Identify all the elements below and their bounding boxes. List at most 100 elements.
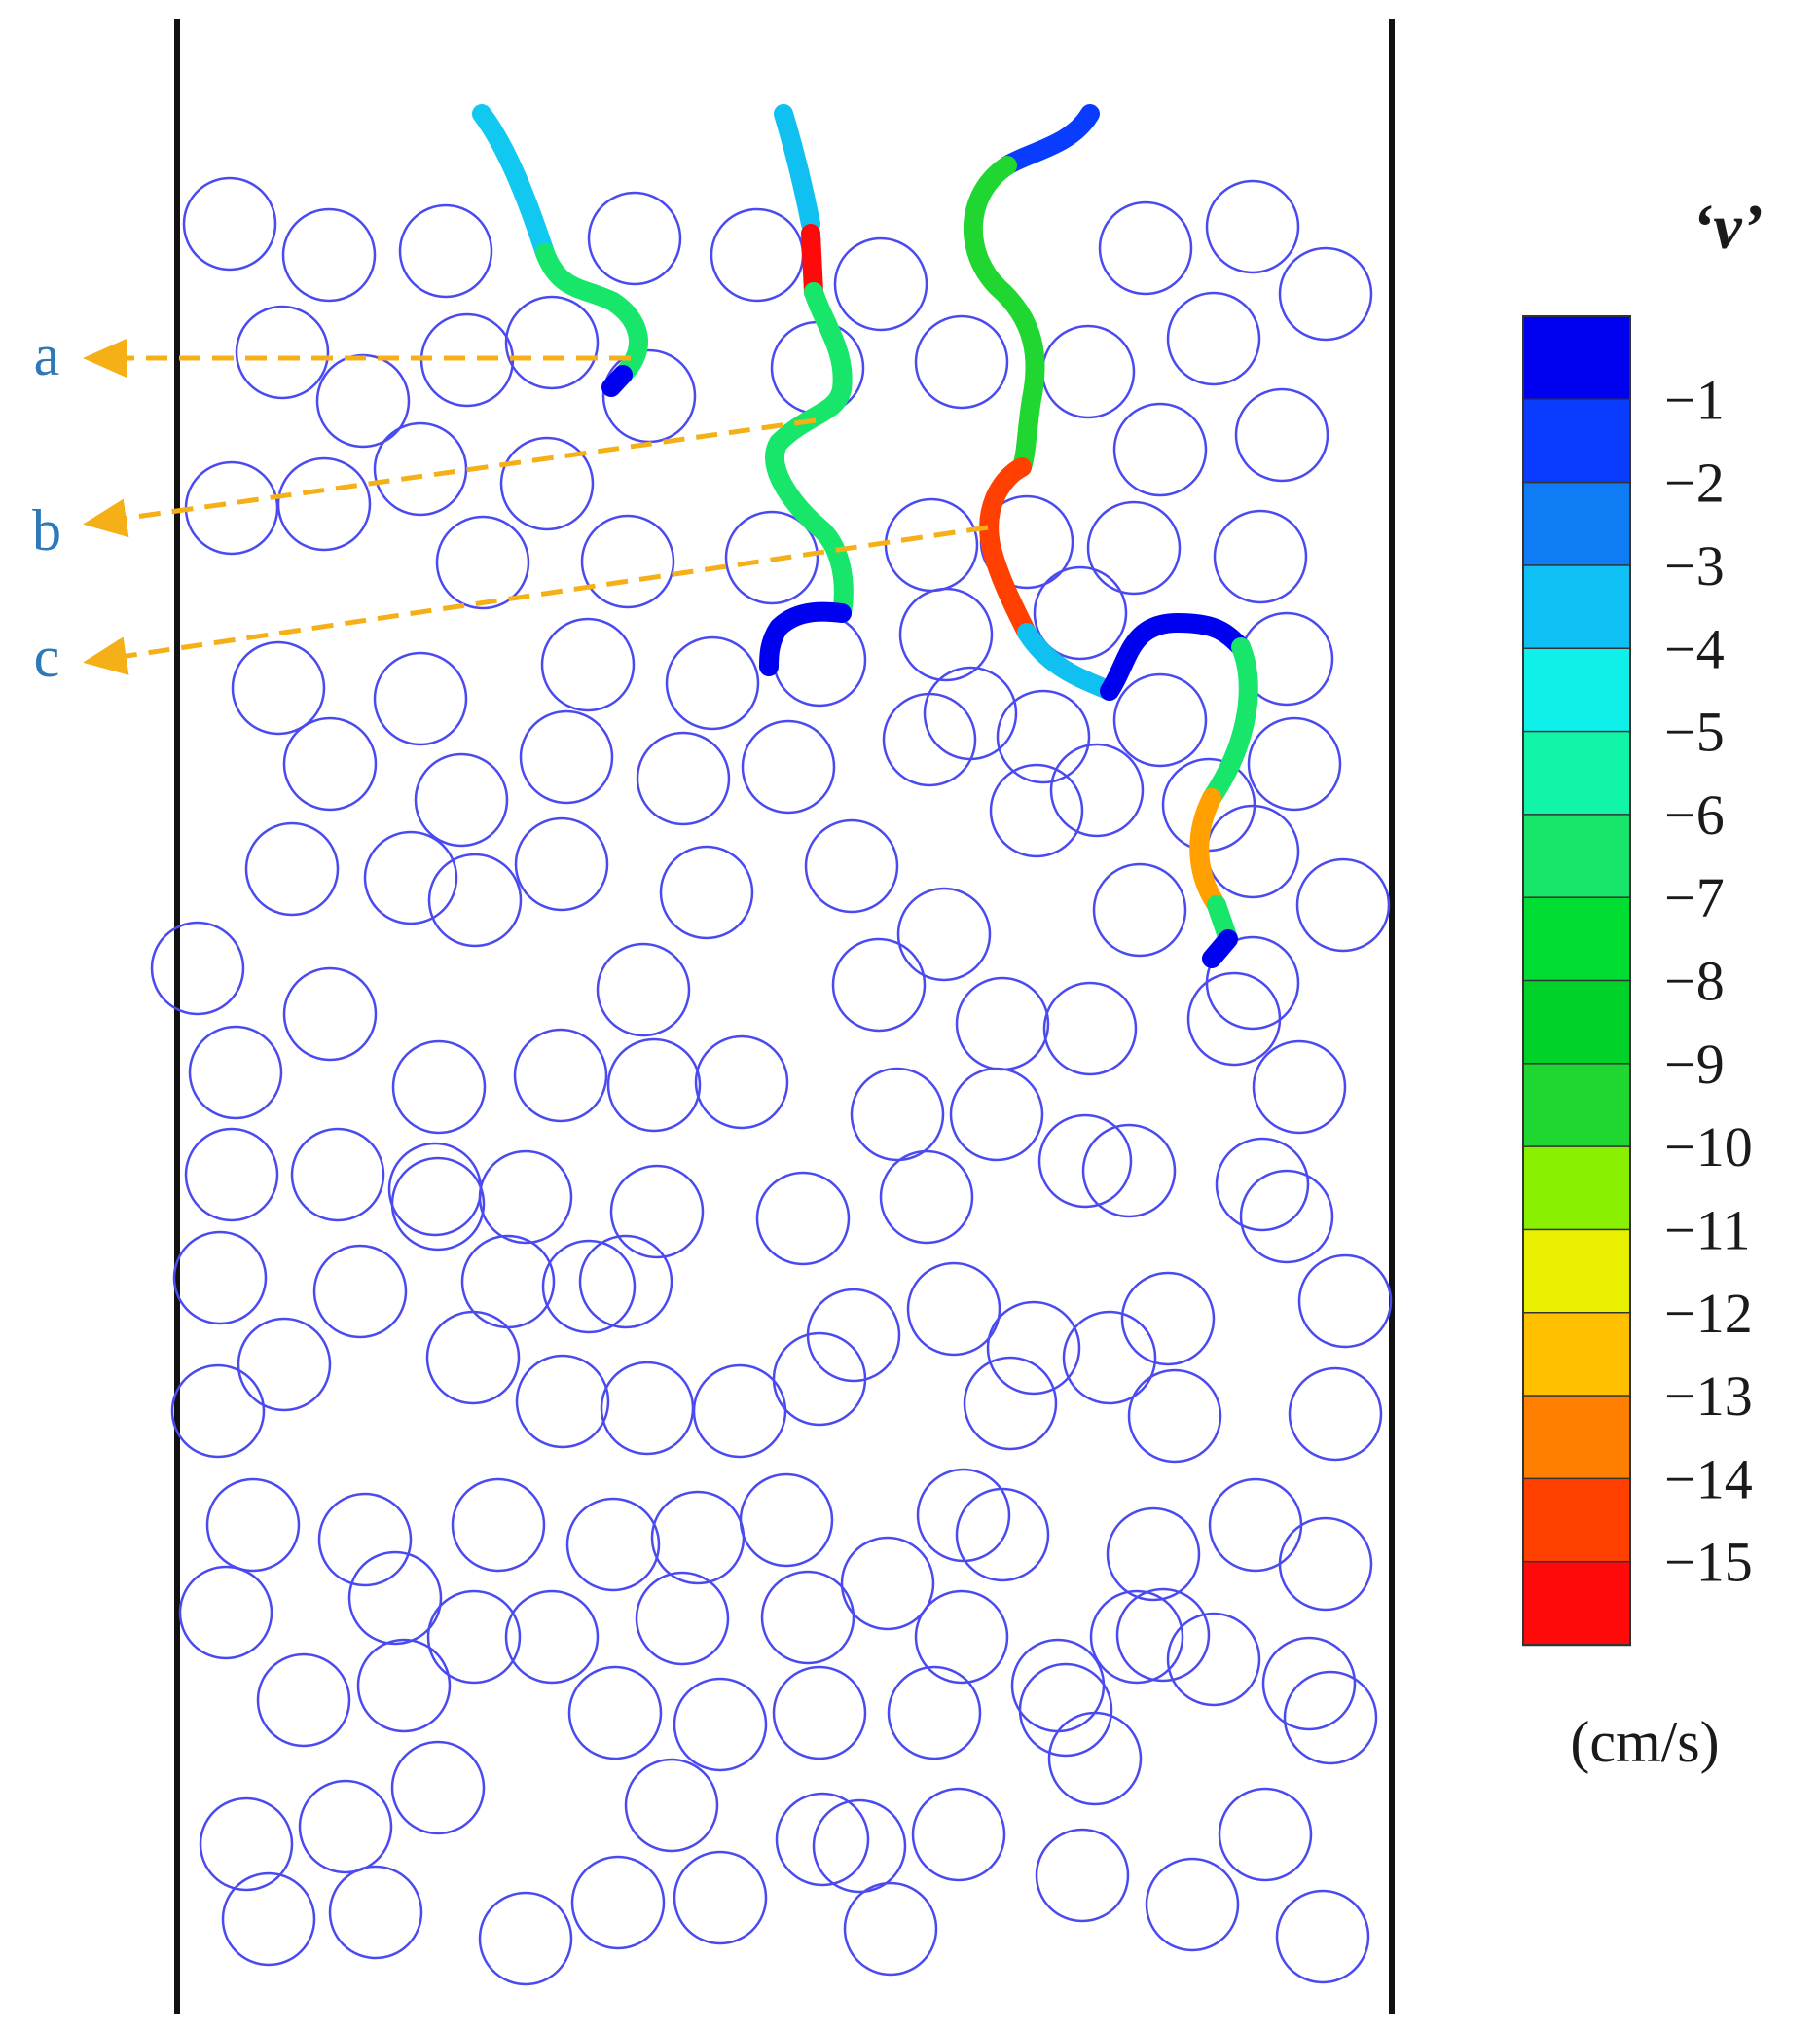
colorbar-tick-label: −10: [1664, 1115, 1753, 1179]
particle-circle: [460, 1234, 556, 1329]
trajectory-1-end: [601, 365, 633, 397]
colorbar-outline: [1522, 315, 1631, 1646]
particle-circle: [1213, 509, 1308, 604]
colorbar-band: [1522, 564, 1631, 650]
particle-circle: [772, 1331, 867, 1427]
arrow-b: [83, 417, 817, 538]
particle-circle: [755, 1171, 851, 1266]
particle-circle: [499, 436, 595, 531]
colorbar-title: ‘v’: [1692, 192, 1763, 263]
particle-circle: [775, 1792, 870, 1887]
particle-circle: [1205, 935, 1300, 1031]
particle-circle: [1239, 1169, 1334, 1264]
particle-circle: [276, 456, 372, 552]
colorbar-band: [1522, 896, 1631, 982]
particle-circle: [772, 1665, 867, 1760]
particle-circle: [636, 731, 731, 826]
arrow-c: [83, 525, 989, 675]
particle-circle: [1081, 1123, 1177, 1218]
particle-circle: [1218, 1787, 1313, 1882]
trajectory-3-green: [1202, 637, 1258, 808]
particle-circle: [1086, 500, 1182, 596]
colorbar-tick-label: −7: [1664, 866, 1725, 929]
trajectory-2-top: [774, 104, 820, 234]
particle-circle: [1098, 200, 1193, 296]
particle-circle: [1092, 862, 1187, 958]
label-a: a: [34, 323, 60, 387]
particle-circle: [373, 421, 468, 517]
droplet-trajectories: [472, 104, 1258, 968]
particle-circle: [659, 845, 754, 940]
particle-circle: [887, 1665, 982, 1760]
particle-circles: [150, 176, 1393, 1986]
particle-circle: [1297, 1253, 1393, 1349]
colorbar-tick-label: −4: [1664, 617, 1725, 680]
particle-circle: [478, 1891, 573, 1986]
particle-circle: [1112, 402, 1208, 497]
colorbar-band: [1522, 481, 1631, 567]
particle-circle: [1208, 1477, 1303, 1573]
particle-circle: [1234, 387, 1329, 483]
particle-circle: [513, 1028, 608, 1123]
particle-circle: [231, 640, 326, 736]
trajectory-2-mid: [765, 282, 854, 623]
particle-circle: [541, 1239, 637, 1334]
particle-circle: [184, 1127, 279, 1222]
colorbar-tick-label: −3: [1664, 534, 1725, 598]
particle-circle: [1278, 246, 1373, 342]
particle-circle: [665, 635, 760, 731]
particle-circle: [831, 937, 927, 1033]
colorbar-tick-label: −8: [1664, 950, 1725, 1013]
particle-circle: [600, 1361, 695, 1456]
colorbar-band: [1522, 814, 1631, 899]
particle-circle: [363, 830, 458, 925]
particle-circle: [850, 1067, 945, 1162]
particle-circle: [282, 966, 378, 1062]
particle-circle: [390, 1740, 486, 1835]
particle-circle: [996, 689, 1091, 784]
particle-circle: [1089, 1589, 1184, 1685]
particle-circle: [256, 1652, 351, 1748]
trajectory-1-lower: [535, 243, 648, 384]
colorbar-band: [1522, 1145, 1631, 1231]
particle-circle: [673, 1850, 768, 1945]
colorbar-tick-label: −15: [1664, 1531, 1753, 1594]
particle-circle: [1040, 324, 1136, 419]
particle-circle: [1145, 1857, 1240, 1952]
particle-circle: [1186, 971, 1282, 1067]
colorbar-band: [1522, 979, 1631, 1066]
particle-circle: [188, 1025, 283, 1120]
particle-circle: [580, 514, 675, 609]
particle-circle: [237, 1317, 332, 1412]
particle-circle: [963, 1356, 1058, 1451]
particle-circle: [427, 853, 523, 948]
particle-circle: [504, 1589, 600, 1685]
particle-circle: [1283, 1670, 1378, 1765]
particle-circle: [540, 617, 636, 712]
particle-circle: [955, 976, 1050, 1071]
particle-circle: [205, 1477, 301, 1573]
particle-circle: [1166, 1612, 1261, 1707]
trajectory-2-hook: [759, 601, 852, 676]
colorbar-band: [1522, 398, 1631, 484]
particle-circle: [694, 1034, 789, 1130]
particle-circle: [1047, 1711, 1143, 1806]
particle-circle: [570, 1855, 666, 1950]
trajectory-3-loop: [1100, 613, 1251, 701]
trajectory-3-end: [1202, 929, 1238, 968]
particle-circle: [414, 752, 509, 848]
colorbar-band: [1522, 730, 1631, 816]
particle-circle: [519, 709, 614, 805]
colorbar-tick-label: −9: [1664, 1033, 1725, 1096]
particle-circle: [435, 515, 530, 610]
trajectory-3-top: [998, 104, 1100, 175]
particle-circle: [425, 1310, 521, 1405]
particle-circle: [879, 1149, 974, 1245]
colorbar-unit: (cm/s): [1570, 1710, 1719, 1774]
colorbar-band: [1522, 1477, 1631, 1563]
colorbar-tick-label: −13: [1664, 1364, 1753, 1428]
particle-circle: [1247, 716, 1342, 812]
particle-circle: [741, 719, 836, 815]
particle-circle: [710, 207, 805, 303]
